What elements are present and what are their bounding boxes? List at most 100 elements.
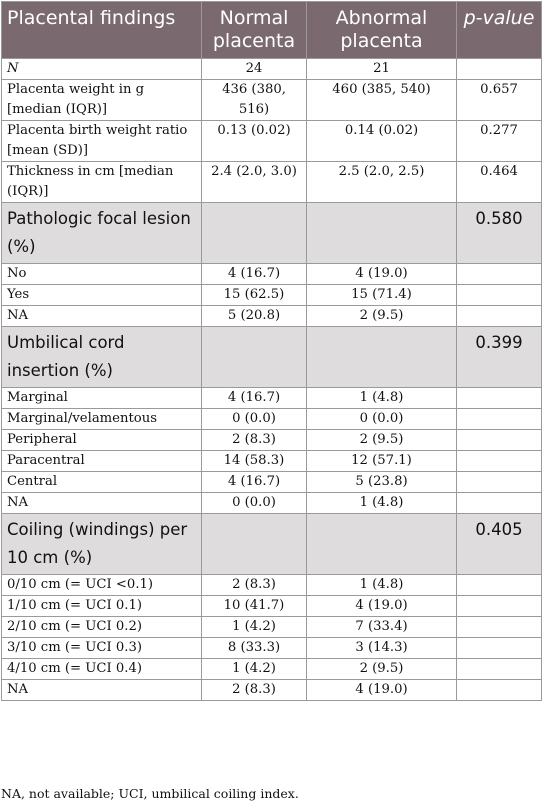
row-normal: 8 (33.3) — [201, 637, 307, 659]
table-row: Placenta weight in g [median (IQR)] 436 … — [1, 79, 542, 121]
table-row: Placenta birth weight ratio [mean (SD)] … — [1, 120, 542, 162]
section-title: Umbilical cord insertion (%) — [1, 326, 202, 388]
row-label: No — [1, 263, 202, 285]
row-normal: 2 (8.3) — [201, 679, 307, 701]
row-abnormal: 2.5 (2.0, 2.5) — [306, 161, 457, 203]
row-abnormal: 2 (9.5) — [306, 658, 457, 680]
row-pvalue — [456, 658, 542, 680]
row-normal: 0 (0.0) — [201, 408, 307, 430]
row-abnormal: 0.14 (0.02) — [306, 120, 457, 162]
row-abnormal: 460 (385, 540) — [306, 79, 457, 121]
header-findings: Placental findings — [1, 1, 202, 59]
n-row: N 24 21 — [1, 58, 542, 80]
row-label: Placenta birth weight ratio [mean (SD)] — [1, 120, 202, 162]
n-normal: 24 — [201, 58, 307, 80]
header-row: Placental findings Normal placenta Abnor… — [1, 1, 542, 59]
table-row: 1/10 cm (= UCI 0.1) 10 (41.7) 4 (19.0) — [1, 595, 542, 617]
section-empty-normal — [201, 202, 307, 264]
row-normal: 5 (20.8) — [201, 305, 307, 327]
n-pvalue — [456, 58, 542, 80]
row-normal: 0 (0.0) — [201, 492, 307, 514]
row-normal: 436 (380, 516) — [201, 79, 307, 121]
row-abnormal: 4 (19.0) — [306, 263, 457, 285]
table-row: Thickness in cm [median (IQR)] 2.4 (2.0,… — [1, 161, 542, 203]
section-pvalue: 0.580 — [456, 202, 542, 264]
section-header-row: Coiling (windings) per 10 cm (%) 0.405 — [1, 513, 542, 575]
table-row: 4/10 cm (= UCI 0.4) 1 (4.2) 2 (9.5) — [1, 658, 542, 680]
row-label: Marginal — [1, 387, 202, 409]
row-label: 4/10 cm (= UCI 0.4) — [1, 658, 202, 680]
row-pvalue — [456, 263, 542, 285]
section-empty-abnormal — [306, 202, 457, 264]
row-label: NA — [1, 492, 202, 514]
section-title: Pathologic focal lesion (%) — [1, 202, 202, 264]
row-normal: 2 (8.3) — [201, 429, 307, 451]
section-header-row: Umbilical cord insertion (%) 0.399 — [1, 326, 542, 388]
row-abnormal: 1 (4.8) — [306, 574, 457, 596]
header-pvalue-text: p-value — [463, 7, 535, 29]
row-label: Paracentral — [1, 450, 202, 472]
row-abnormal: 12 (57.1) — [306, 450, 457, 472]
section-empty-abnormal — [306, 513, 457, 575]
table-row: Yes 15 (62.5) 15 (71.4) — [1, 284, 542, 306]
table-row: Central 4 (16.7) 5 (23.8) — [1, 471, 542, 493]
row-pvalue: 0.277 — [456, 120, 542, 162]
table-row: 2/10 cm (= UCI 0.2) 1 (4.2) 7 (33.4) — [1, 616, 542, 638]
row-pvalue — [456, 471, 542, 493]
section-empty-normal — [201, 513, 307, 575]
row-abnormal: 4 (19.0) — [306, 595, 457, 617]
row-pvalue — [456, 408, 542, 430]
row-label: 0/10 cm (= UCI <0.1) — [1, 574, 202, 596]
table-row: Paracentral 14 (58.3) 12 (57.1) — [1, 450, 542, 472]
header-normal: Normal placenta — [201, 1, 307, 59]
n-label: N — [1, 58, 202, 80]
row-normal: 1 (4.2) — [201, 658, 307, 680]
table-row: Peripheral 2 (8.3) 2 (9.5) — [1, 429, 542, 451]
row-normal: 1 (4.2) — [201, 616, 307, 638]
row-pvalue: 0.657 — [456, 79, 542, 121]
row-label: NA — [1, 305, 202, 327]
row-pvalue — [456, 284, 542, 306]
row-label: 3/10 cm (= UCI 0.3) — [1, 637, 202, 659]
table-row: NA 0 (0.0) 1 (4.8) — [1, 492, 542, 514]
table-row: Marginal 4 (16.7) 1 (4.8) — [1, 387, 542, 409]
row-pvalue — [456, 679, 542, 701]
row-normal: 15 (62.5) — [201, 284, 307, 306]
table-row: Marginal/velamentous 0 (0.0) 0 (0.0) — [1, 408, 542, 430]
row-pvalue — [456, 492, 542, 514]
section-header-row: Pathologic focal lesion (%) 0.580 — [1, 202, 542, 264]
table-row: NA 2 (8.3) 4 (19.0) — [1, 679, 542, 701]
row-label: 1/10 cm (= UCI 0.1) — [1, 595, 202, 617]
row-abnormal: 4 (19.0) — [306, 679, 457, 701]
row-abnormal: 5 (23.8) — [306, 471, 457, 493]
section-title: Coiling (windings) per 10 cm (%) — [1, 513, 202, 575]
section-empty-normal — [201, 326, 307, 388]
row-pvalue — [456, 305, 542, 327]
row-pvalue — [456, 429, 542, 451]
row-label: Placenta weight in g [median (IQR)] — [1, 79, 202, 121]
row-normal: 10 (41.7) — [201, 595, 307, 617]
row-label: NA — [1, 679, 202, 701]
row-normal: 4 (16.7) — [201, 471, 307, 493]
row-label: 2/10 cm (= UCI 0.2) — [1, 616, 202, 638]
row-normal: 2 (8.3) — [201, 574, 307, 596]
row-abnormal: 2 (9.5) — [306, 305, 457, 327]
table-row: 0/10 cm (= UCI <0.1) 2 (8.3) 1 (4.8) — [1, 574, 542, 596]
row-pvalue — [456, 595, 542, 617]
row-normal: 4 (16.7) — [201, 387, 307, 409]
placental-findings-table: Placental findings Normal placenta Abnor… — [1, 1, 542, 701]
row-label: Yes — [1, 284, 202, 306]
row-abnormal: 3 (14.3) — [306, 637, 457, 659]
row-normal: 14 (58.3) — [201, 450, 307, 472]
table-footnote: NA, not available; UCI, umbilical coilin… — [1, 786, 299, 801]
row-abnormal: 0 (0.0) — [306, 408, 457, 430]
row-pvalue — [456, 616, 542, 638]
section-pvalue: 0.405 — [456, 513, 542, 575]
row-normal: 4 (16.7) — [201, 263, 307, 285]
row-label: Central — [1, 471, 202, 493]
row-abnormal: 15 (71.4) — [306, 284, 457, 306]
row-abnormal: 7 (33.4) — [306, 616, 457, 638]
row-pvalue — [456, 574, 542, 596]
row-normal: 2.4 (2.0, 3.0) — [201, 161, 307, 203]
section-pvalue: 0.399 — [456, 326, 542, 388]
